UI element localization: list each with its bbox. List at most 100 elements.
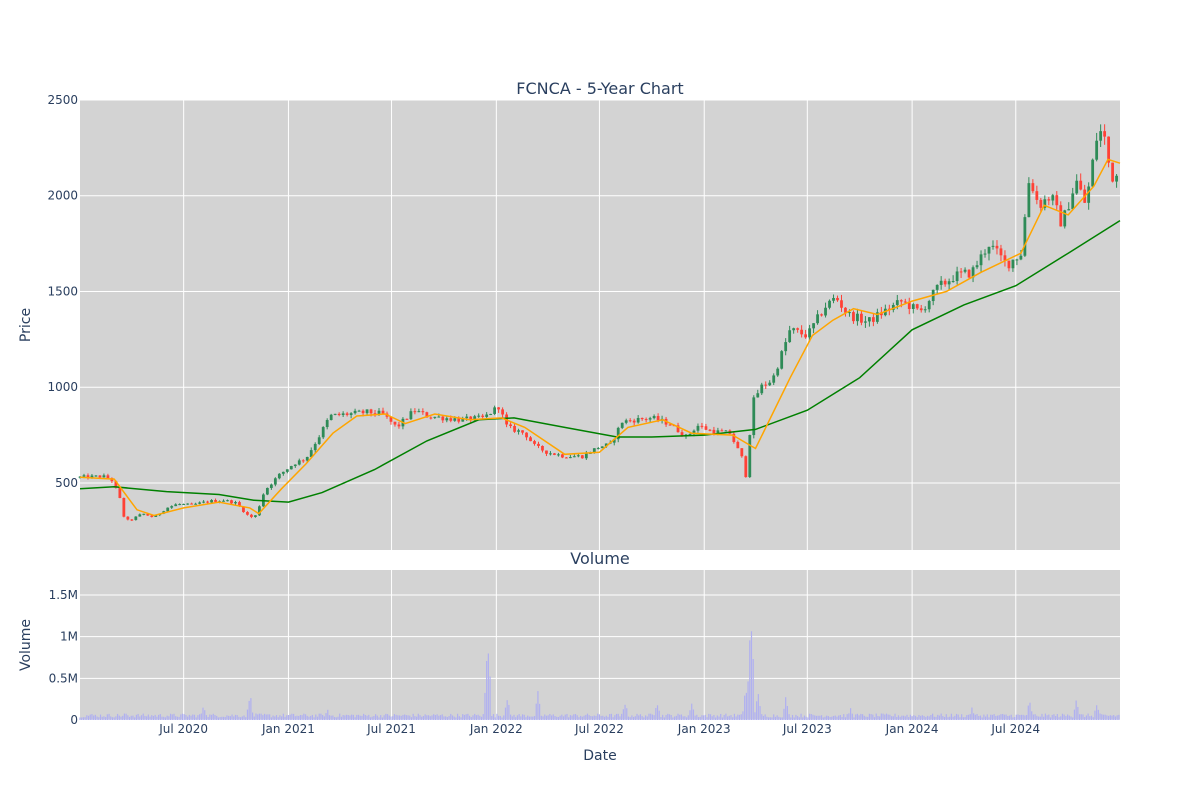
volume-bar (591, 716, 594, 720)
candle-body (792, 328, 796, 331)
volume-bar (733, 713, 736, 720)
volume-bar (429, 716, 431, 720)
volume-bar (791, 714, 794, 720)
volume-bar (993, 714, 995, 720)
volume-bar (879, 716, 881, 720)
candle-body (951, 281, 955, 283)
volume-bar (651, 714, 653, 720)
volume-bar (663, 717, 665, 720)
volume-bar (146, 716, 148, 720)
volume-bar (834, 715, 836, 720)
candle-body (891, 304, 895, 310)
candle-body (1103, 131, 1107, 137)
volume-bar (168, 716, 170, 720)
volume-bar (926, 715, 929, 720)
volume-bar (861, 714, 864, 720)
volume-bar (709, 714, 712, 720)
volume-bar (236, 715, 238, 720)
volume-bar (342, 714, 344, 720)
volume-bar (368, 714, 370, 720)
candle-body (600, 446, 604, 449)
price-tick-label: 500 (55, 476, 78, 490)
candle-body (393, 421, 397, 425)
volume-bar (127, 715, 129, 720)
candle-body (911, 304, 915, 309)
candle-body (146, 513, 150, 516)
volume-bar (173, 713, 175, 720)
volume-bar (626, 708, 628, 720)
volume-bar (393, 714, 395, 720)
candle-body (501, 409, 505, 415)
candle-body (840, 300, 843, 308)
candle-body (983, 253, 987, 255)
volume-bar (634, 716, 636, 720)
candle-body (700, 425, 704, 427)
candle-body (1071, 193, 1075, 210)
volume-bar (771, 717, 773, 720)
candle-body (174, 504, 178, 507)
volume-bar (914, 715, 917, 720)
candle-body (142, 513, 146, 515)
candle-body (413, 411, 417, 413)
candle-body (640, 417, 644, 420)
candle-body (620, 422, 624, 428)
volume-bar (1063, 714, 1065, 720)
candle-body (509, 424, 512, 427)
volume-bar (831, 716, 833, 720)
volume-bar (441, 714, 443, 720)
volume-bar (180, 714, 182, 720)
price-tick-label: 1500 (47, 284, 78, 298)
volume-bar (783, 708, 785, 720)
candle-body (130, 519, 134, 521)
volume-bar (704, 714, 706, 720)
volume-bar (672, 717, 674, 720)
volume-bar (855, 714, 857, 720)
candle-body (943, 280, 947, 285)
candle-body (712, 429, 716, 434)
volume-bar (395, 714, 397, 720)
candle-body (1043, 199, 1047, 208)
volume-bar (84, 717, 86, 720)
volume-bar (752, 659, 754, 720)
volume-bar (390, 716, 392, 720)
candle-body (465, 416, 469, 419)
candle-body (341, 413, 345, 416)
volume-bar (457, 713, 459, 720)
volume-bar (803, 715, 806, 720)
volume-bar (1053, 714, 1055, 720)
volume-bar (856, 713, 859, 720)
volume-bar (916, 717, 918, 720)
volume-bar (1036, 715, 1038, 720)
candle-body (568, 457, 572, 459)
volume-bar (757, 694, 759, 720)
candle-body (202, 501, 205, 503)
volume-bar (1027, 705, 1029, 720)
volume-bar (896, 717, 898, 720)
volume-bar (715, 717, 717, 720)
volume-bar (359, 715, 361, 720)
volume-bar (1025, 715, 1028, 720)
volume-bar (711, 716, 713, 720)
candle-body (696, 425, 700, 431)
volume-bar (631, 715, 633, 720)
volume-bar (260, 713, 262, 720)
candle-body (612, 439, 616, 443)
volume-bar (1075, 700, 1077, 720)
candle-body (246, 512, 249, 515)
candle-body (716, 430, 720, 434)
volume-bar (462, 714, 464, 720)
volume-bar (103, 716, 105, 720)
volume-bar (140, 715, 143, 720)
volume-bar (1084, 717, 1086, 720)
volume-bar (638, 715, 640, 720)
volume-bar (725, 713, 727, 720)
candle-body (596, 448, 600, 450)
price-axis-title: Price (18, 308, 34, 342)
candle-body (784, 342, 788, 352)
volume-bar (238, 716, 240, 720)
volume-bar (347, 715, 349, 720)
candle-body (265, 487, 269, 495)
candle-body (868, 317, 871, 322)
volume-bar (1106, 715, 1108, 720)
volume-bar (754, 712, 756, 720)
